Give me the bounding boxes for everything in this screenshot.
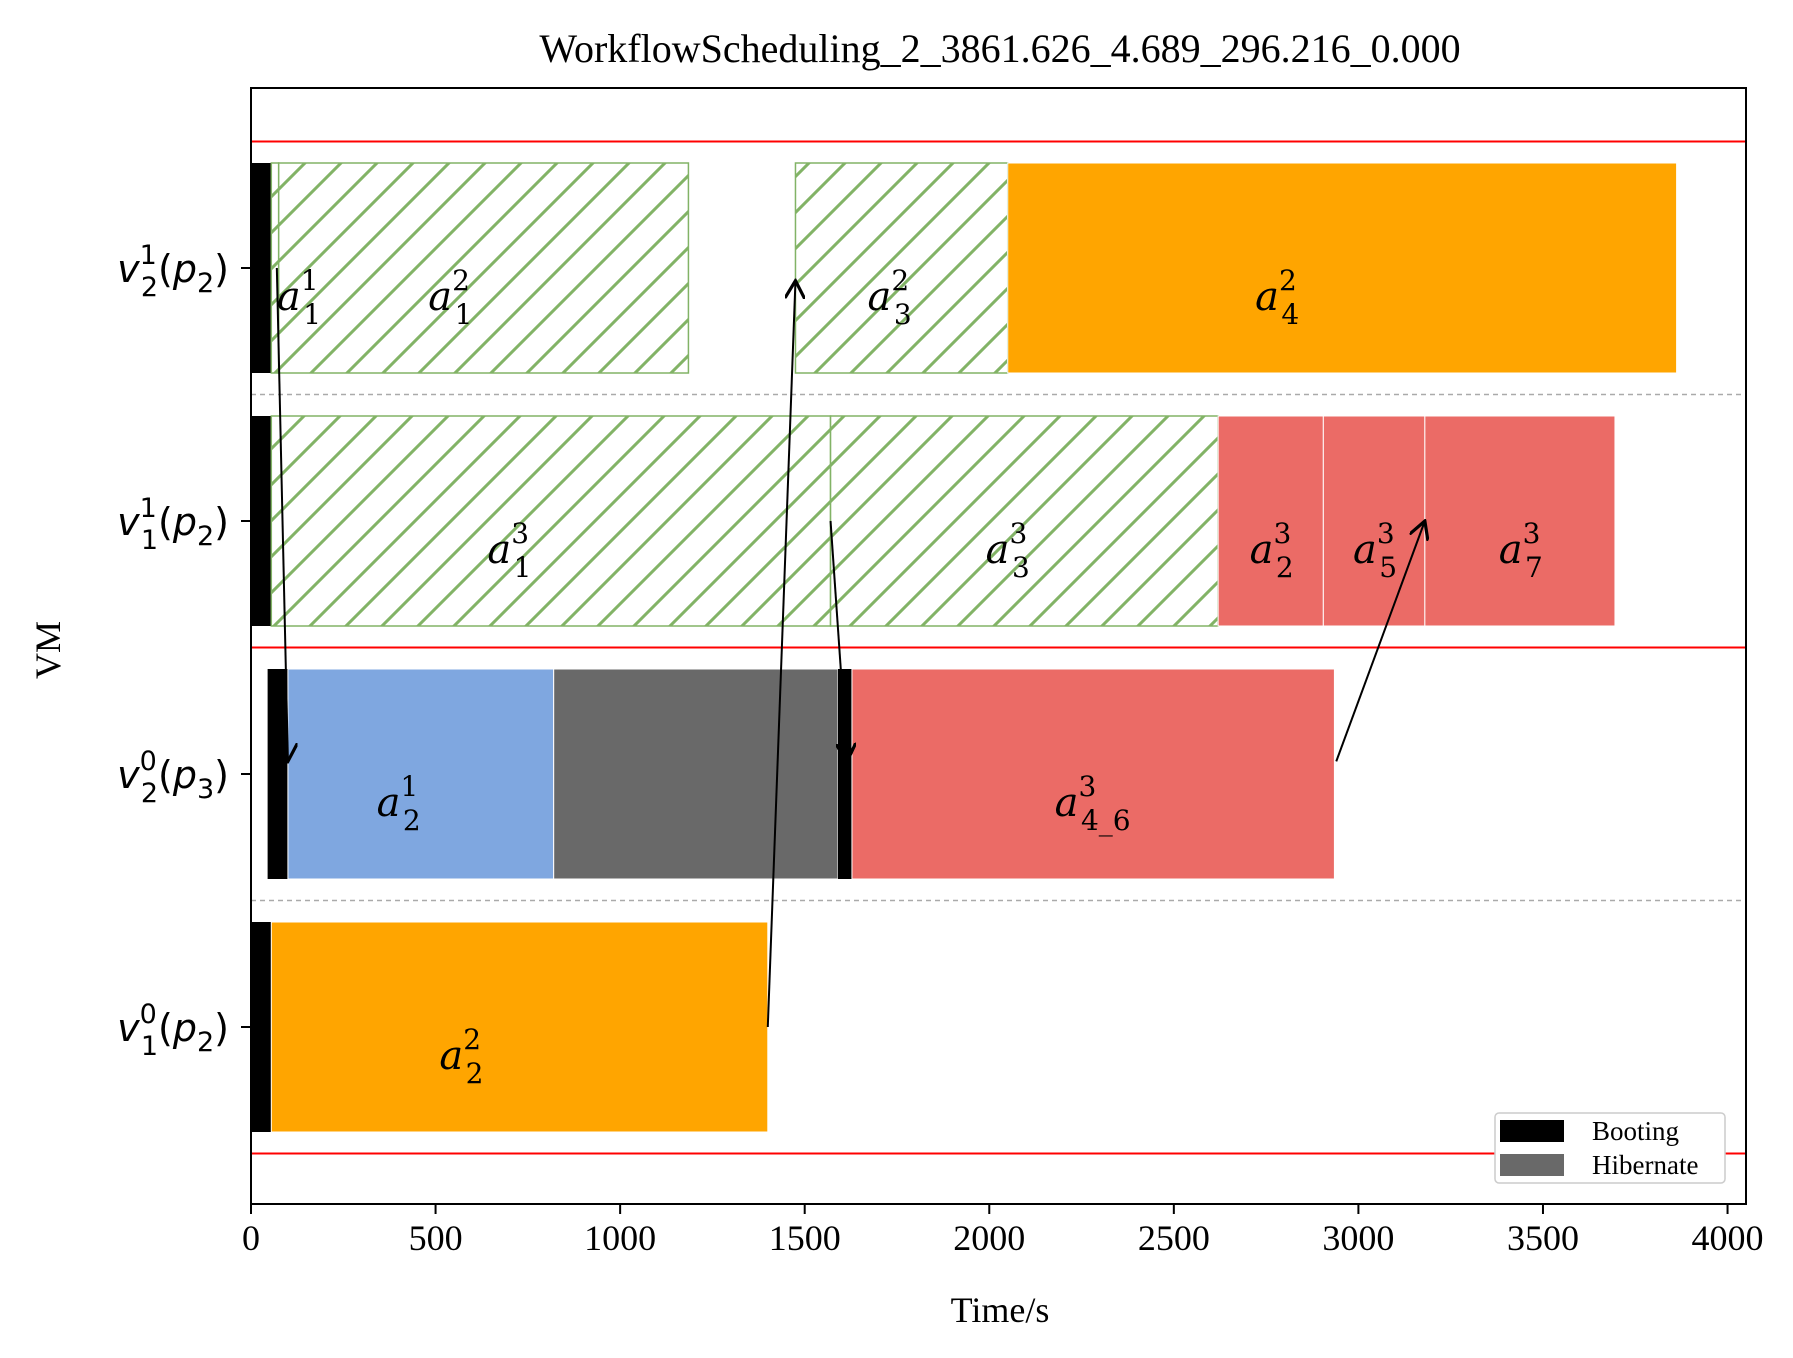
bar-hibernate — [553, 668, 839, 880]
bar-label: a3 1 — [487, 517, 531, 584]
bar-booting — [267, 669, 288, 879]
bar-solid — [270, 921, 769, 1133]
legend-swatch-booting — [1500, 1120, 1564, 1142]
plot-area: a1 1 a2 1 a2 3 a2 4 a3 1 a3 3 a3 2 a3 5 a3 7 a1 2 a3 4_6 a2 2 0 5… — [117, 87, 1764, 1258]
x-tick-label: 4000 — [1692, 1218, 1764, 1258]
bar-label: a3 7 — [1499, 517, 1543, 584]
bar-label: a2 3 — [868, 264, 912, 331]
dependency-arrow — [1335, 521, 1425, 762]
bar-solid — [851, 668, 1335, 880]
dependency-arrow — [766, 281, 796, 1028]
bar-hatched — [794, 162, 1009, 374]
bar-solid — [1007, 162, 1678, 374]
bar-hatched — [277, 162, 690, 374]
bar-booting — [837, 669, 852, 879]
bar-label: a2 2 — [439, 1023, 483, 1090]
y-tick-label: v1 1(p2) — [117, 493, 229, 556]
y-tick-label: v1 2(p2) — [117, 240, 229, 303]
y-axis-label: VM — [28, 621, 68, 679]
x-tick-label: 1500 — [769, 1218, 841, 1258]
x-tick-label: 500 — [409, 1218, 463, 1258]
bar-solid — [1424, 415, 1616, 627]
bar-label: a2 1 — [428, 264, 472, 331]
x-tick-label: 2500 — [1138, 1218, 1210, 1258]
y-tick-label: v0 2(p3) — [117, 746, 229, 809]
legend-label-booting: Booting — [1592, 1116, 1679, 1146]
bar-booting — [251, 163, 272, 373]
bar-label: a3 5 — [1353, 517, 1397, 584]
bar-solid — [1217, 415, 1324, 627]
x-tick-label: 3000 — [1322, 1218, 1394, 1258]
bar-label: a2 4 — [1255, 264, 1299, 331]
bar-hatched — [270, 415, 832, 627]
legend: Booting Hibernate — [1494, 1112, 1726, 1184]
bar-label: a3 4_6 — [1055, 770, 1131, 837]
x-tick-label: 1000 — [584, 1218, 656, 1258]
dependency-arrow — [829, 520, 848, 761]
bar-label: a1 1 — [277, 264, 321, 331]
x-tick-label: 3500 — [1507, 1218, 1579, 1258]
bar-solid — [287, 668, 555, 880]
x-tick-label: 0 — [242, 1218, 260, 1258]
chart-title: WorkflowScheduling_2_3861.626_4.689_296.… — [539, 26, 1460, 71]
bar-label: a3 3 — [986, 517, 1030, 584]
x-axis-label: Time/s — [951, 1290, 1050, 1330]
x-tick-label: 2000 — [953, 1218, 1025, 1258]
dependency-arrow — [275, 267, 288, 761]
bar-label: a1 2 — [377, 770, 421, 837]
bar-label: a3 2 — [1250, 517, 1294, 584]
bar-booting — [251, 416, 272, 626]
bar-booting — [251, 922, 272, 1132]
legend-swatch-hibernate — [1500, 1154, 1564, 1176]
axes-frame — [250, 87, 1747, 1205]
y-tick-label: v0 1(p2) — [117, 999, 229, 1062]
bar-solid — [1322, 415, 1426, 627]
legend-label-hibernate: Hibernate — [1592, 1150, 1698, 1180]
